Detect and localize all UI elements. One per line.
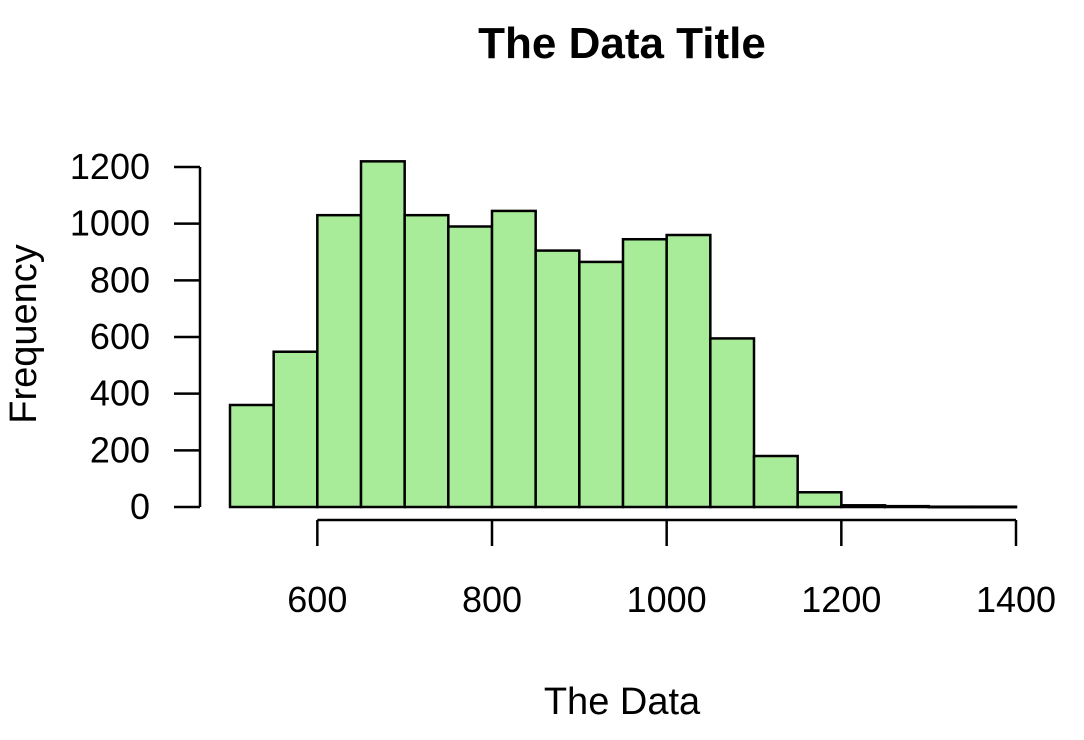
x-tick-label: 1000 (627, 579, 707, 620)
chart-title: The Data Title (478, 19, 766, 68)
y-axis-label: Frequency (3, 244, 45, 424)
x-axis-label: The Data (544, 681, 701, 723)
bars-group (228, 160, 1018, 509)
x-tick-label: 1400 (976, 579, 1056, 620)
histogram-bar (578, 260, 625, 509)
histogram-bar (883, 504, 930, 509)
histogram-bar (403, 213, 450, 509)
histogram-bar (665, 233, 712, 509)
y-tick-label: 400 (90, 373, 150, 414)
histogram-bar (359, 160, 406, 509)
histogram-bar (272, 350, 319, 509)
histogram-bar (316, 213, 363, 509)
histogram-bar (534, 249, 581, 509)
x-axis: 600 800 1000 1200 1400 (287, 518, 1056, 620)
histogram-bar (796, 491, 843, 509)
histogram-bar (709, 337, 756, 509)
histogram-bar (840, 504, 887, 509)
histogram-bar (228, 403, 275, 509)
histogram-bar (621, 238, 668, 509)
x-tick-label: 800 (462, 579, 522, 620)
x-tick-label: 600 (287, 579, 347, 620)
x-tick-label: 1200 (801, 579, 881, 620)
y-tick-label: 1000 (70, 203, 150, 244)
y-tick-label: 800 (90, 259, 150, 300)
y-axis: 0 200 400 600 800 1000 1200 (70, 146, 202, 527)
y-tick-label: 0 (130, 486, 150, 527)
y-tick-label: 600 (90, 316, 150, 357)
y-tick-label: 200 (90, 429, 150, 470)
histogram-bar (447, 225, 494, 509)
histogram-bar (752, 454, 799, 509)
histogram-bar (971, 505, 1018, 509)
histogram-bar (927, 505, 974, 509)
histogram-bar (490, 209, 537, 509)
y-tick-label: 1200 (70, 146, 150, 187)
